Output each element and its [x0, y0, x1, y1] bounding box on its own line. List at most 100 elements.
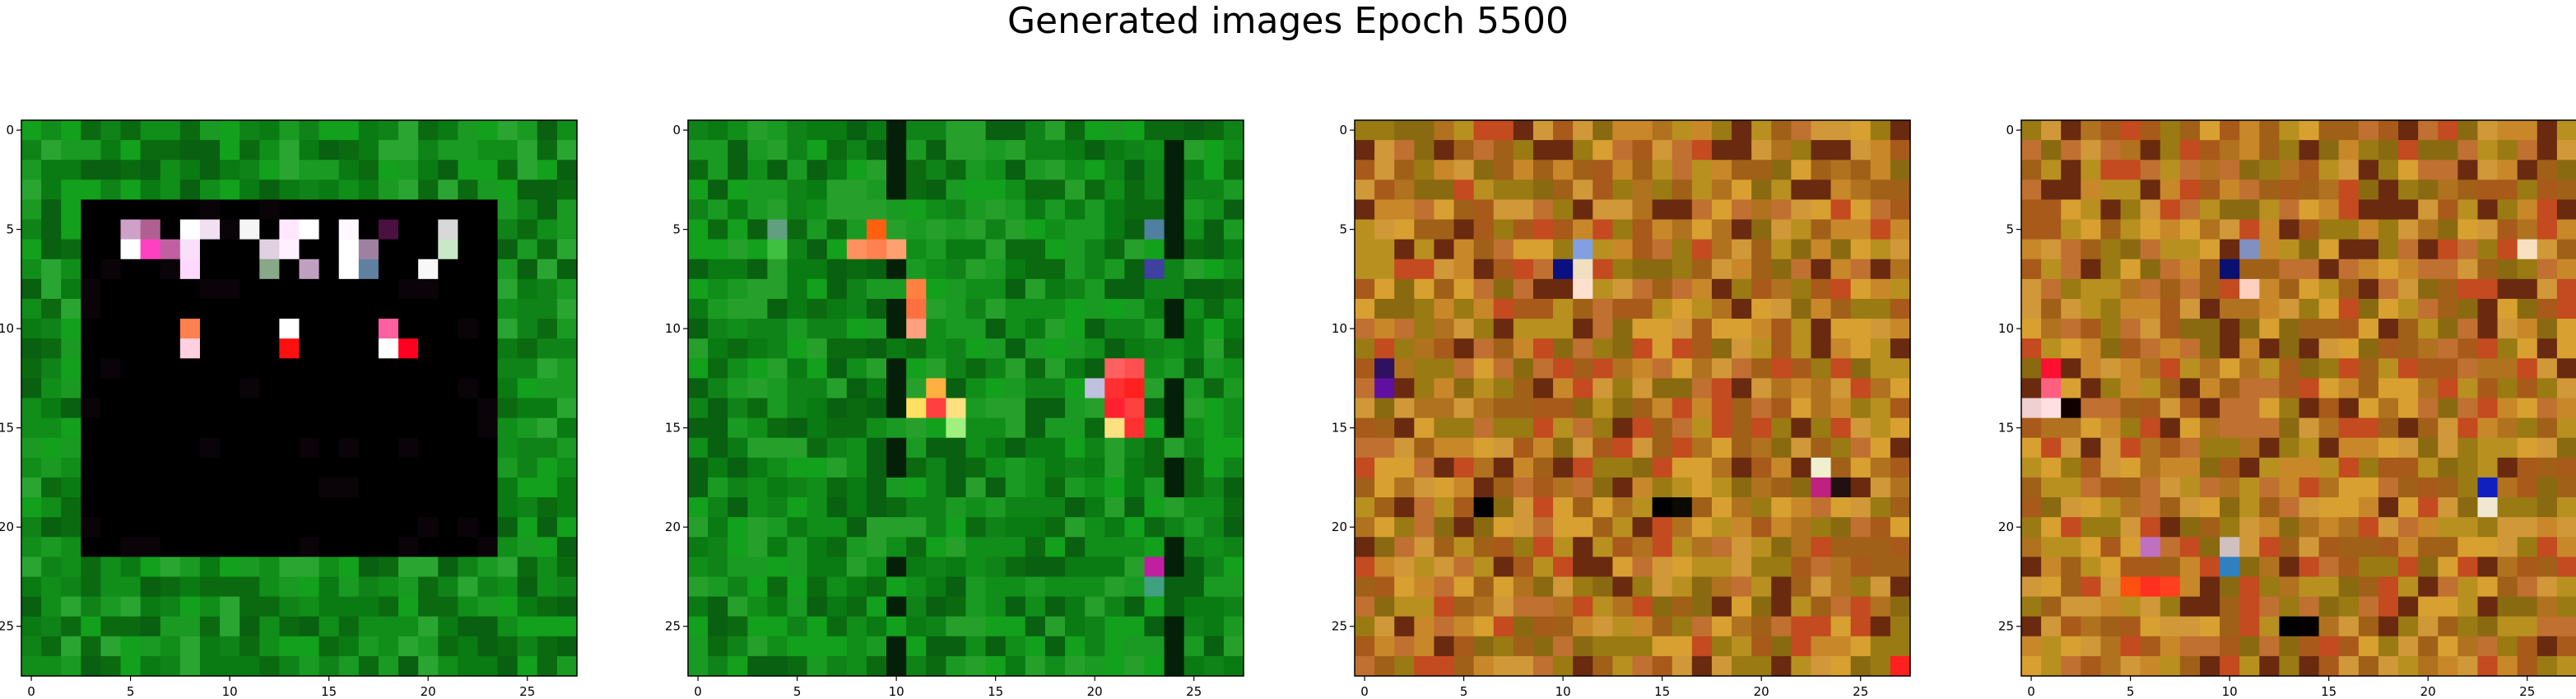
- pixel: [1632, 655, 1653, 677]
- pixel: [2220, 160, 2240, 180]
- pixel: [239, 278, 260, 300]
- image-panel-4: 0 5 10 15 20 25 0 5 10 15 20 25: [1998, 107, 2576, 699]
- pixel: [2120, 358, 2141, 379]
- pixel: [2061, 517, 2081, 538]
- pixel: [21, 616, 42, 637]
- pixel: [1573, 319, 1593, 339]
- pixel: [2338, 537, 2360, 557]
- pixel: [2358, 358, 2379, 379]
- pixel: [2338, 179, 2360, 201]
- pixel: [906, 338, 927, 359]
- pixel: [2160, 219, 2181, 240]
- pixel: [826, 239, 848, 260]
- pixel: [1652, 557, 1673, 578]
- pixel: [886, 497, 907, 518]
- pixel: [767, 239, 788, 260]
- pixel: [2556, 338, 2576, 359]
- pixel: [2497, 160, 2518, 180]
- pixel: [1612, 179, 1634, 201]
- pixel: [2021, 457, 2042, 478]
- pixel: [2061, 457, 2081, 478]
- pixel: [1414, 557, 1435, 578]
- pixel: [398, 497, 419, 518]
- pixel: [1652, 616, 1673, 637]
- pixel: [1791, 477, 1812, 498]
- pixel: [239, 140, 260, 161]
- pixel: [826, 576, 848, 598]
- pixel: [1751, 259, 1772, 280]
- pixel: [199, 616, 221, 637]
- pixel: [477, 497, 499, 518]
- pixel: [1044, 477, 1066, 498]
- pixel: [1513, 557, 1534, 578]
- pixel: [1771, 179, 1792, 201]
- pixel: [1532, 319, 1554, 339]
- pixel: [728, 398, 748, 419]
- pixel: [1513, 497, 1534, 518]
- pixel: [537, 160, 558, 180]
- pixel: [477, 398, 499, 419]
- pixel: [2556, 557, 2576, 578]
- pixel: [2517, 457, 2538, 478]
- pixel: [140, 398, 161, 419]
- pixel: [120, 537, 142, 557]
- pixel: [1493, 239, 1514, 260]
- pixel: [826, 319, 848, 339]
- pixel: [199, 636, 221, 657]
- pixel: [846, 517, 867, 538]
- pixel: [1025, 298, 1046, 319]
- pixel: [100, 537, 122, 557]
- pixel: [2021, 120, 2042, 141]
- pixel: [1144, 557, 1165, 578]
- x-tick-label: 0: [27, 684, 35, 699]
- pixel: [2536, 259, 2558, 280]
- pixel: [1124, 278, 1146, 300]
- pixel: [220, 537, 240, 557]
- pixel: [21, 537, 42, 557]
- pixel: [1672, 596, 1693, 617]
- pixel: [259, 358, 280, 379]
- pixel: [2358, 239, 2379, 260]
- pixel: [1223, 636, 1244, 657]
- pixel: [1434, 616, 1455, 637]
- pixel: [1374, 378, 1395, 399]
- pixel: [1791, 596, 1812, 617]
- pixel: [160, 557, 181, 578]
- pixel: [985, 457, 1007, 478]
- pixel: [2299, 278, 2320, 300]
- pixel: [1044, 497, 1066, 518]
- pixel: [2120, 517, 2141, 538]
- pixel: [2358, 497, 2379, 518]
- pixel: [81, 338, 102, 359]
- pixel: [140, 219, 161, 240]
- pixel: [418, 199, 439, 221]
- pixel: [239, 398, 260, 419]
- pixel: [120, 655, 142, 677]
- pixel: [179, 239, 201, 260]
- pixel: [946, 497, 967, 518]
- pixel: [2418, 537, 2439, 557]
- pixel: [1124, 636, 1146, 657]
- pixel: [179, 537, 201, 557]
- pixel: [2517, 140, 2538, 161]
- pixel: [2259, 140, 2280, 161]
- pixel: [556, 298, 578, 319]
- pixel: [985, 239, 1007, 260]
- pixel: [2338, 278, 2360, 300]
- pixel: [1124, 140, 1146, 161]
- pixel: [179, 557, 201, 578]
- pixel: [1065, 278, 1086, 300]
- pixel: [556, 120, 578, 141]
- pixel: [1553, 477, 1574, 498]
- pixel: [1553, 517, 1574, 538]
- pixel: [1453, 278, 1475, 300]
- pixel: [199, 338, 221, 359]
- pixel: [477, 596, 499, 617]
- pixel: [1005, 398, 1026, 419]
- pixel: [2556, 278, 2576, 300]
- pixel: [747, 259, 769, 280]
- pixel: [179, 259, 201, 280]
- pixel: [1394, 358, 1415, 379]
- pixel: [458, 298, 479, 319]
